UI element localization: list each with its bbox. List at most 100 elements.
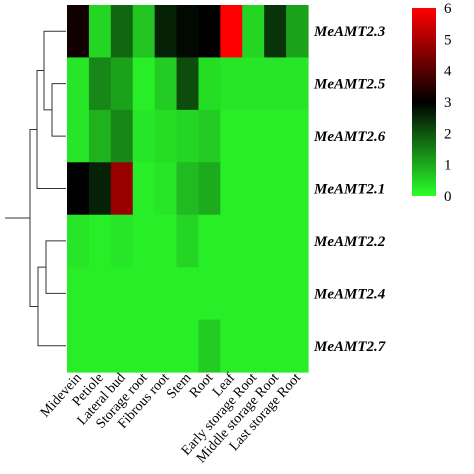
row-label: MeAMT2.1 [313,182,385,198]
colorbar-tick-label: 2 [444,126,452,142]
heatmap-cell [67,162,90,216]
heatmap-cell [242,162,265,216]
heatmap-cell [220,162,243,216]
row-label: MeAMT2.6 [313,129,386,145]
heatmap-cell [198,214,221,268]
heatmap-cells [67,5,309,373]
heatmap-cell [110,267,134,321]
heatmap-cell [176,319,200,373]
heatmap-cell [242,5,265,59]
heatmap-cell [88,162,112,216]
heatmap-cell [154,267,178,321]
heatmap-cell [132,5,156,59]
heatmap-cell [220,57,243,111]
heatmap-cell [67,319,90,373]
row-label: MeAMT2.5 [313,77,386,93]
heatmap-cell [176,5,200,59]
heatmap-cell [132,162,156,216]
row-label: MeAMT2.7 [313,339,386,355]
colorbar-tick-label: 5 [444,32,452,48]
heatmap-cell [110,162,134,216]
heatmap-cell [88,57,112,111]
heatmap-cell [88,5,112,59]
color-scale-legend: 0 1 2 3 4 5 6 [412,1,452,205]
heatmap-cell [242,214,265,268]
colorbar-tick-label: 4 [444,64,452,80]
dendrogram-branch [51,83,66,137]
heatmap-cell [154,5,178,59]
heatmap-cell [264,267,287,321]
heatmap-cell [264,57,287,111]
heatmap-cell [176,109,200,163]
heatmap-cell [67,57,90,111]
heatmap-cell [132,319,156,373]
heatmap-cell [220,319,243,373]
heatmap-cell [110,109,134,163]
heatmap-cell [110,5,134,59]
heatmap-cell [176,57,200,111]
heatmap-cell [110,319,134,373]
heatmap-cell [67,214,90,268]
heatmap-cell [264,214,287,268]
heatmap-cell [176,162,200,216]
heatmap-cell [198,57,221,111]
heatmap-cell [132,214,156,268]
heatmap-cell [132,267,156,321]
column-label: Root [187,371,216,401]
heatmap-cell [132,109,156,163]
heatmap-cell [286,214,309,268]
heatmap-cell [132,57,156,111]
heatmap-cell [176,267,200,321]
heatmap-cell [154,214,178,268]
heatmap-cell [286,319,309,373]
heatmap-cell [110,214,134,268]
heatmap-cell [264,319,287,373]
heatmap-cell [264,5,287,59]
heatmap-cell [154,109,178,163]
dendrogram-branch [37,266,66,347]
heatmap-cell [220,5,243,59]
colorbar-gradient [412,8,436,196]
row-labels: MeAMT2.3 MeAMT2.5 MeAMT2.6 MeAMT2.1 MeAMT2.2… [313,24,386,355]
colorbar-tick-label: 6 [444,1,452,17]
heatmap-cell [110,57,134,111]
heatmap-cell [88,319,112,373]
row-dendrogram [5,30,66,347]
heatmap-cell [198,267,221,321]
heatmap-cell [88,267,112,321]
heatmap-cell [154,162,178,216]
colorbar-tick-label: 1 [444,158,452,174]
heatmap-cell [242,267,265,321]
heatmap-cell [220,267,243,321]
heatmap-cell [286,109,309,163]
heatmap-cell [286,57,309,111]
heatmap-cell [176,214,200,268]
heatmap-cell [154,319,178,373]
heatmap-cell [67,267,90,321]
heatmap-cell [88,109,112,163]
heatmap-cell [286,5,309,59]
heatmap-cell [198,319,221,373]
heatmap-cell [198,5,221,59]
heatmap-cell [286,162,309,216]
row-label: MeAMT2.2 [313,234,386,250]
colorbar-tick-label: 3 [444,95,452,111]
heatmap-cell [242,109,265,163]
heatmap-cell [154,57,178,111]
heatmap-cell [67,5,90,59]
heatmap-cell [198,109,221,163]
heatmap-cell [264,162,287,216]
dendrogram-branch [45,240,66,294]
heatmap-cell [242,57,265,111]
colorbar-tick-label: 0 [444,189,452,205]
heatmap-cell [88,214,112,268]
heatmap-cell [264,109,287,163]
heatmap-cell [242,319,265,373]
heatmap-cell [67,109,90,163]
heatmap-cell [286,267,309,321]
row-label: MeAMT2.4 [313,286,386,302]
heatmap-cell [220,214,243,268]
heatmap-cell [220,109,243,163]
